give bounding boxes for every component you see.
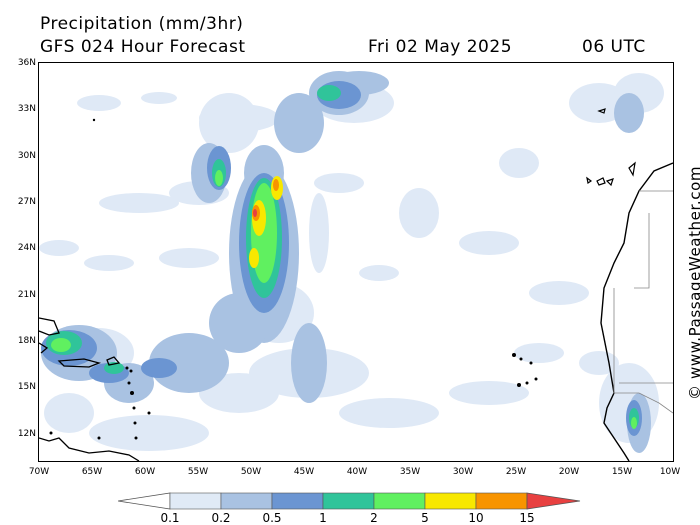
valid-time: 06 UTC (582, 37, 646, 57)
lon-label-60w: 60W (134, 467, 156, 477)
lon-label-15w: 15W (611, 467, 633, 477)
lon-label-40w: 40W (346, 467, 368, 477)
lon-label-30w: 30W (452, 467, 474, 477)
colorbar-low-arrow (117, 492, 171, 510)
valid-date: Fri 02 May 2025 (368, 37, 513, 57)
colorbar-segment-2 (220, 492, 273, 510)
colorbar-segment-5 (373, 492, 426, 510)
legend-label-5: 5 (421, 511, 429, 525)
lon-label-65w: 65W (81, 467, 103, 477)
lat-label-30n: 30N (17, 151, 36, 161)
lat-label-36n: 36N (17, 58, 36, 68)
lat-label-33n: 33N (17, 104, 36, 114)
legend-label-10: 10 (468, 511, 484, 525)
madeira-island (597, 108, 606, 114)
colorbar-segment-4 (322, 492, 375, 510)
lat-label-24n: 24N (17, 243, 36, 253)
canary-islands (586, 161, 636, 187)
south-america-coastline (39, 437, 140, 461)
colorbar-segment-1 (169, 492, 222, 510)
lat-label-18n: 18N (17, 336, 36, 346)
lat-label-21n: 21N (17, 290, 36, 300)
legend-colorbar (117, 492, 584, 514)
credit-text: © www.PassageWeather.com (686, 165, 700, 400)
legend-label-15: 15 (519, 511, 535, 525)
map-title: Precipitation (mm/3hr) (40, 14, 244, 34)
cape-verde-islands (512, 353, 538, 387)
legend-label-0-1: 0.1 (160, 511, 180, 525)
lon-label-45w: 45W (293, 467, 315, 477)
country-borders (613, 190, 673, 414)
legend-label-1: 1 (319, 511, 327, 525)
colorbar-svg (117, 492, 581, 510)
lat-label-15n: 15N (17, 382, 36, 392)
red-precip-layer (253, 209, 257, 217)
lon-label-35w: 35W (399, 467, 421, 477)
lon-label-70w: 70W (28, 467, 50, 477)
precipitation-map (38, 62, 674, 462)
lesser-antilles (49, 118, 151, 440)
lon-label-20w: 20W (558, 467, 580, 477)
colorbar-segment-3 (271, 492, 324, 510)
lon-label-50w: 50W (240, 467, 262, 477)
lon-label-55w: 55W (187, 467, 209, 477)
lon-label-25w: 25W (505, 467, 527, 477)
colorbar-segment-6 (424, 492, 477, 510)
legend-label-0-2: 0.2 (211, 511, 231, 525)
precipitation-field (39, 71, 673, 461)
lon-label-10w: 10W (659, 467, 681, 477)
africa-coastline (600, 162, 673, 461)
legend-label-2: 2 (370, 511, 378, 525)
forecast-subtitle: GFS 024 Hour Forecast (40, 37, 246, 57)
caribbean-islands (39, 317, 121, 368)
colorbar-segment-7 (475, 492, 528, 510)
lat-label-12n: 12N (17, 429, 36, 439)
colorbar-high-arrow (526, 492, 581, 510)
lat-label-27n: 27N (17, 197, 36, 207)
legend-label-0-5: 0.5 (262, 511, 282, 525)
